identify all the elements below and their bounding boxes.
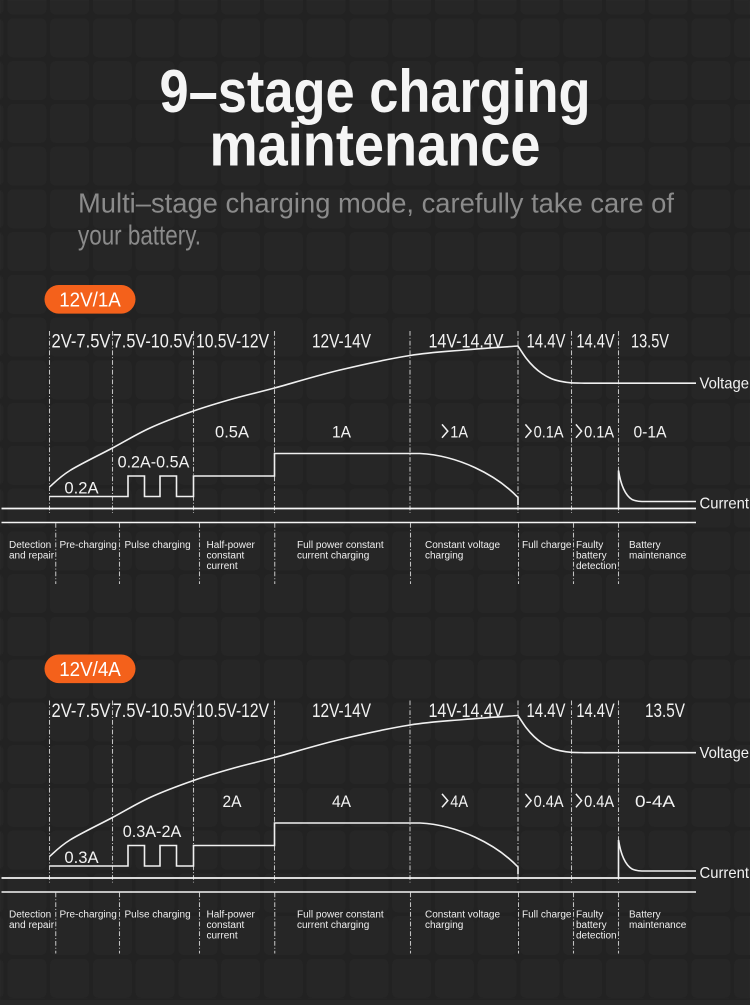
svg-text:Faulty: Faulty [576, 910, 603, 921]
svg-text:battery: battery [576, 920, 607, 931]
svg-text:charging: charging [425, 551, 463, 562]
svg-text:and repair: and repair [9, 551, 55, 562]
svg-text:13.5V: 13.5V [645, 701, 685, 722]
svg-text:10.5V-12V: 10.5V-12V [196, 701, 269, 722]
svg-text:0-4A: 0-4A [635, 792, 676, 811]
svg-text:maintenance: maintenance [629, 551, 687, 562]
svg-text:12V/4A: 12V/4A [59, 658, 121, 681]
svg-text:Detection: Detection [9, 540, 51, 551]
svg-text:14V-14.4V: 14V-14.4V [429, 701, 504, 722]
svg-text:Voltage: Voltage [700, 375, 750, 392]
svg-text:current: current [207, 931, 238, 942]
svg-text:Full power constant: Full power constant [297, 910, 384, 921]
svg-text:Current: Current [700, 865, 750, 882]
svg-text:7.5V-10.5V: 7.5V-10.5V [113, 332, 194, 353]
svg-text:14.4V: 14.4V [576, 332, 615, 353]
svg-text:maintenance: maintenance [210, 112, 541, 179]
svg-text:current charging: current charging [297, 920, 369, 931]
svg-text:0.2A: 0.2A [64, 479, 99, 498]
svg-text:Constant voltage: Constant voltage [425, 910, 500, 921]
svg-text:7.5V-10.5V: 7.5V-10.5V [113, 701, 194, 722]
svg-text:battery: battery [576, 551, 607, 562]
svg-text:1A: 1A [332, 423, 352, 442]
svg-text:2V-7.5V: 2V-7.5V [52, 332, 111, 353]
svg-text:0-1A: 0-1A [634, 423, 668, 442]
svg-text:Pulse charging: Pulse charging [125, 540, 191, 551]
svg-text:14.4V: 14.4V [576, 701, 615, 722]
svg-text:0.5A: 0.5A [215, 423, 250, 442]
svg-text:12V-14V: 12V-14V [312, 332, 371, 353]
svg-text:12V-14V: 12V-14V [312, 701, 371, 722]
svg-text:Pre-charging: Pre-charging [60, 540, 117, 551]
svg-text:0.2A-0.5A: 0.2A-0.5A [118, 453, 190, 472]
svg-text:4A: 4A [332, 792, 352, 811]
svg-text:Detection: Detection [9, 910, 51, 921]
svg-text:Multi–stage charging mode, car: Multi–stage charging mode, carefully tak… [78, 187, 674, 218]
svg-text:0.3A-2A: 0.3A-2A [123, 822, 182, 841]
svg-text:your battery.: your battery. [78, 220, 201, 251]
svg-text:1A: 1A [450, 423, 468, 442]
svg-text:0.4A: 0.4A [534, 792, 565, 811]
svg-text:Full charge: Full charge [522, 540, 572, 551]
svg-text:14.4V: 14.4V [527, 332, 566, 353]
svg-text:current: current [207, 561, 238, 572]
svg-text:current charging: current charging [297, 551, 369, 562]
svg-text:Battery: Battery [629, 540, 661, 551]
svg-text:2A: 2A [223, 792, 243, 811]
svg-text:detection: detection [576, 931, 617, 942]
svg-text:Current: Current [700, 495, 750, 512]
svg-text:0.3A: 0.3A [64, 848, 99, 867]
svg-text:10.5V-12V: 10.5V-12V [196, 332, 269, 353]
svg-text:Full power constant: Full power constant [297, 540, 384, 551]
svg-text:constant: constant [207, 920, 245, 931]
svg-text:2V-7.5V: 2V-7.5V [52, 701, 111, 722]
svg-text:12V/1A: 12V/1A [59, 289, 121, 312]
svg-text:9–stage charging: 9–stage charging [160, 58, 591, 125]
svg-text:detection: detection [576, 561, 617, 572]
svg-text:0.4A: 0.4A [584, 792, 615, 811]
svg-text:maintenance: maintenance [629, 920, 687, 931]
svg-text:Pulse charging: Pulse charging [125, 910, 191, 921]
svg-text:14V-14.4V: 14V-14.4V [429, 332, 504, 353]
svg-text:13.5V: 13.5V [631, 332, 669, 353]
svg-text:Faulty: Faulty [576, 540, 603, 551]
svg-text:14.4V: 14.4V [527, 701, 566, 722]
svg-text:Half-power: Half-power [207, 910, 256, 921]
svg-text:charging: charging [425, 920, 463, 931]
svg-text:Voltage: Voltage [700, 745, 750, 762]
svg-text:4A: 4A [450, 792, 468, 811]
svg-text:Pre-charging: Pre-charging [60, 910, 117, 921]
svg-text:and repair: and repair [9, 920, 55, 931]
svg-text:0.1A: 0.1A [534, 423, 565, 442]
svg-text:constant: constant [207, 551, 245, 562]
svg-text:0.1A: 0.1A [584, 423, 615, 442]
svg-text:Half-power: Half-power [207, 540, 256, 551]
svg-text:Battery: Battery [629, 910, 661, 921]
svg-text:Full charge: Full charge [522, 910, 572, 921]
svg-text:Constant voltage: Constant voltage [425, 540, 500, 551]
